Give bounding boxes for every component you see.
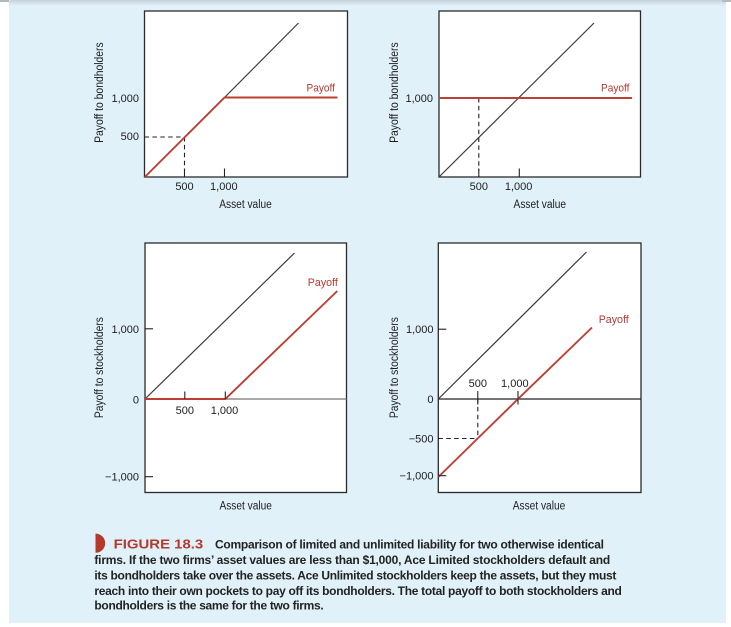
svg-text:Asset value: Asset value <box>219 199 272 211</box>
svg-text:1,000: 1,000 <box>406 324 434 336</box>
svg-text:500: 500 <box>121 131 139 143</box>
svg-text:1,000: 1,000 <box>111 93 139 105</box>
svg-text:1,000: 1,000 <box>405 93 433 105</box>
svg-text:500: 500 <box>470 181 488 193</box>
svg-text:reach into their own pockets t: reach into their own pockets to pay off … <box>94 584 622 598</box>
svg-text:0: 0 <box>427 394 433 406</box>
svg-text:Payoff: Payoff <box>308 277 339 289</box>
svg-text:its bondholders take over the: its bondholders take over the assets. Ac… <box>94 569 616 583</box>
svg-text:1,000: 1,000 <box>210 181 238 193</box>
svg-text:−500: −500 <box>409 434 434 446</box>
svg-text:−1,000: −1,000 <box>400 471 434 483</box>
svg-text:firms. If the two firms’ asset: firms. If the two firms’ asset values ar… <box>94 553 610 567</box>
svg-text:Comparison of limited and unli: Comparison of limited and unlimited liab… <box>215 538 604 552</box>
svg-text:500: 500 <box>176 405 194 417</box>
svg-text:1,000: 1,000 <box>501 378 529 390</box>
svg-text:Asset value: Asset value <box>219 501 272 513</box>
svg-text:500: 500 <box>469 378 487 390</box>
svg-text:Payoff: Payoff <box>599 314 630 326</box>
svg-text:Payoff to bondholders: Payoff to bondholders <box>389 42 401 143</box>
svg-text:Asset value: Asset value <box>513 501 566 513</box>
svg-text:Payoff: Payoff <box>601 83 630 95</box>
svg-text:1,000: 1,000 <box>111 324 139 336</box>
svg-text:Payoff to stockholders: Payoff to stockholders <box>389 317 401 418</box>
svg-text:Payoff: Payoff <box>307 83 336 95</box>
svg-text:500: 500 <box>175 181 193 193</box>
svg-text:−1,000: −1,000 <box>105 472 139 484</box>
svg-text:FIGURE 18.3: FIGURE 18.3 <box>114 537 204 552</box>
svg-text:0: 0 <box>133 394 139 406</box>
svg-text:1,000: 1,000 <box>211 405 239 417</box>
svg-text:1,000: 1,000 <box>505 181 533 193</box>
svg-text:Payoff to bondholders: Payoff to bondholders <box>94 42 106 143</box>
svg-text:bondholders is the same for th: bondholders is the same for the two firm… <box>94 598 323 612</box>
svg-text:Payoff to stockholders: Payoff to stockholders <box>94 317 106 418</box>
svg-text:Asset value: Asset value <box>514 199 567 211</box>
